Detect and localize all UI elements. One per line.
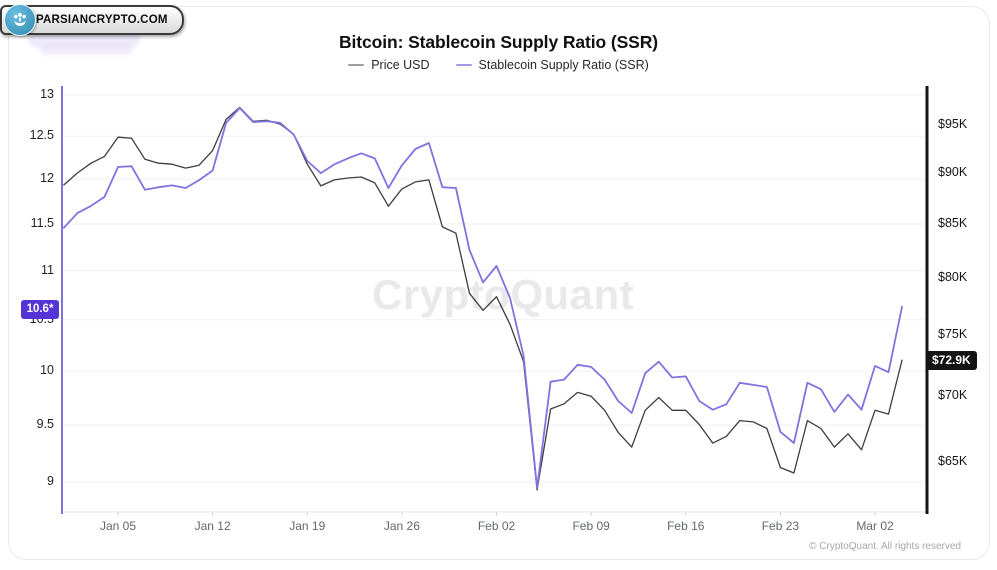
- right-axis-tick-label: $90K: [938, 165, 968, 179]
- right-axis-tick-label: $65K: [938, 454, 968, 468]
- x-axis-tick-label: Jan 26: [383, 519, 420, 533]
- legend-item-ssr[interactable]: Stablecoin Supply Ratio (SSR): [455, 58, 649, 72]
- ssr-value-badge: 10.6*: [21, 300, 59, 320]
- x-axis-tick-label: Feb 16: [667, 519, 705, 533]
- x-axis-tick-label: Mar 02: [856, 519, 894, 533]
- x-axis-tick-label: Feb 09: [572, 519, 610, 533]
- parsiancrypto-logo: PARSIANCRYPTO.COM: [0, 4, 184, 36]
- x-axis-tick-label: Jan 19: [289, 519, 326, 533]
- right-axis-tick-label: $70K: [938, 388, 968, 403]
- price-value-badge: $72.9K: [926, 350, 977, 370]
- left-axis-tick-label: 12: [40, 171, 54, 186]
- legend-label: Price USD: [371, 58, 430, 72]
- right-axis-tick-label: $75K: [938, 326, 968, 341]
- chart-legend: Price USD Stablecoin Supply Ratio (SSR): [0, 58, 997, 72]
- left-axis-tick-label: 13: [40, 87, 54, 101]
- left-axis-tick-label: 12.5: [29, 128, 54, 143]
- left-axis-tick-label: 11.5: [30, 216, 54, 231]
- parsiancrypto-logo-icon: [4, 4, 36, 36]
- legend-label: Stablecoin Supply Ratio (SSR): [478, 58, 649, 72]
- right-axis-tick-label: $85K: [938, 215, 968, 230]
- left-axis-tick-label: 9.5: [36, 417, 54, 432]
- series-line-price-usd: [63, 106, 903, 491]
- x-axis-tick-label: Jan 05: [99, 519, 137, 533]
- right-axis-tick-label: $95K: [938, 117, 968, 131]
- chart-plot-area[interactable]: [62, 86, 927, 514]
- x-axis-tick-label: Feb 02: [477, 519, 516, 533]
- series-line-stablecoin-supply-ratio-ssr-: [63, 107, 903, 489]
- blurred-ghost-element-fade: [40, 45, 132, 55]
- left-axis-tick-label: 11: [41, 262, 54, 277]
- left-axis-tick-label: 9: [47, 474, 54, 488]
- copyright-text: © CryptoQuant. All rights reserved: [809, 541, 961, 552]
- right-axis-tick-label: $80K: [938, 269, 968, 284]
- legend-item-price-usd[interactable]: Price USD: [348, 58, 430, 72]
- x-axis-tick-label: Jan 12: [194, 519, 231, 533]
- chart-title: Bitcoin: Stablecoin Supply Ratio (SSR): [339, 32, 658, 52]
- parsiancrypto-logo-text: PARSIANCRYPTO.COM: [36, 14, 168, 26]
- left-axis-tick-label: 10: [40, 363, 54, 378]
- price-usd-dash-icon: [348, 64, 365, 66]
- chart-card: [8, 6, 990, 560]
- ssr-dash-icon: [455, 64, 472, 66]
- x-axis-tick-label: Feb 23: [761, 519, 800, 533]
